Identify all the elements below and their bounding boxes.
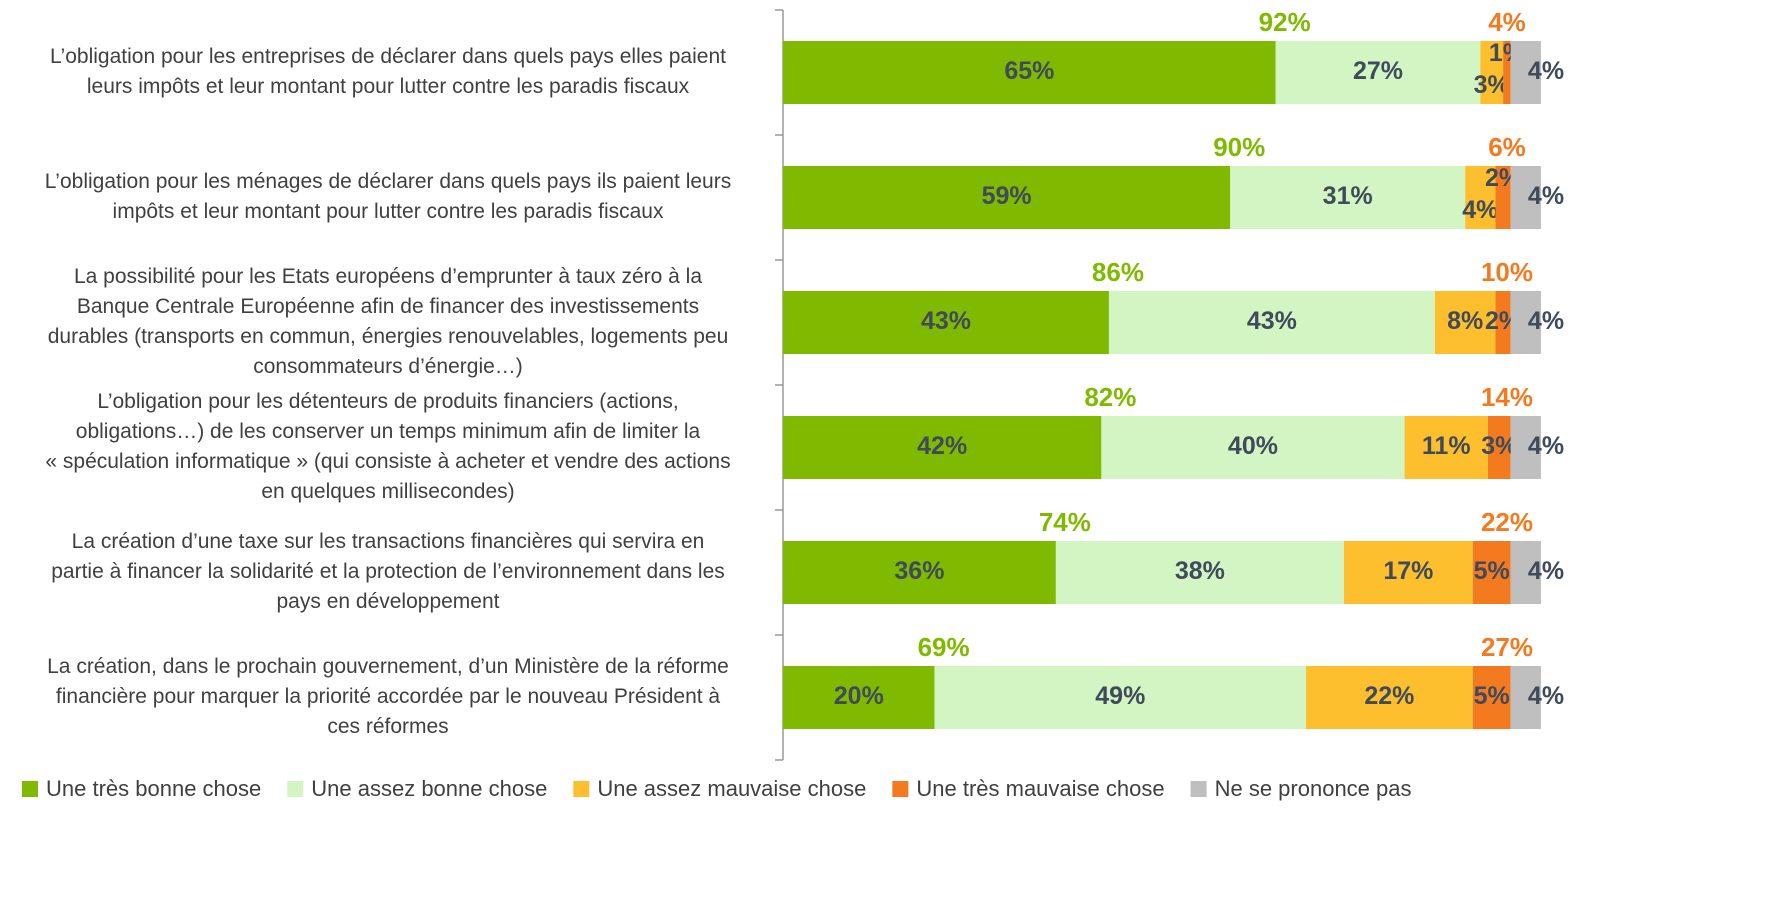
category-label: « spéculation informatique » (qui consis… <box>45 450 730 473</box>
legend-swatch <box>1190 781 1207 797</box>
total-good-label: 90% <box>1213 132 1265 162</box>
legend-swatch <box>287 781 304 797</box>
total-bad-label: 10% <box>1481 257 1533 287</box>
bar-segment <box>1510 41 1541 104</box>
bar-segment <box>1487 416 1511 479</box>
segment-label: 4% <box>1528 432 1564 460</box>
segment-label: 4% <box>1528 182 1564 210</box>
category-label: La création, dans le prochain gouverneme… <box>47 655 729 678</box>
bar-segment <box>1472 666 1511 729</box>
bar-segment <box>1306 666 1473 729</box>
segment-label: 40% <box>1228 432 1278 460</box>
segment-label: 4% <box>1528 682 1564 710</box>
bar-segment <box>1510 541 1541 604</box>
total-good-label: 74% <box>1039 507 1091 537</box>
category-label: consommateurs d’énergie…) <box>253 355 523 378</box>
bar-segment <box>1343 541 1473 604</box>
category-label: impôts et leur montant pour lutter contr… <box>113 200 664 223</box>
bar-segment <box>783 166 1231 229</box>
legend-label: Une très bonne chose <box>46 776 261 801</box>
segment-label: 5% <box>1474 682 1510 710</box>
total-bad-label: 4% <box>1488 7 1526 37</box>
total-good-label: 86% <box>1092 257 1144 287</box>
category-label: L’obligation pour les détenteurs de prod… <box>97 390 678 413</box>
segment-label: 65% <box>1004 57 1054 85</box>
bar-segment <box>783 41 1276 104</box>
category-label: partie à financer la solidarité et la pr… <box>51 560 725 583</box>
segment-label: 59% <box>982 182 1032 210</box>
segment-label: 27% <box>1353 57 1403 85</box>
bar-segment <box>783 666 935 729</box>
bar-segment <box>1465 166 1496 229</box>
segment-label: 5% <box>1474 557 1510 585</box>
legend-label: Ne se prononce pas <box>1215 776 1412 801</box>
segment-label: 31% <box>1323 182 1373 210</box>
category-label: durables (transports en commun, énergies… <box>48 325 729 348</box>
bar-segment <box>1108 291 1435 354</box>
segment-label: 42% <box>917 432 967 460</box>
bar-segment <box>1510 166 1541 229</box>
bar-segment <box>1101 416 1405 479</box>
bar-segment <box>1503 41 1511 104</box>
segment-label: 43% <box>921 307 971 335</box>
legend-swatch <box>22 781 38 797</box>
category-label: L’obligation pour les entreprises de déc… <box>50 45 726 68</box>
legend-swatch <box>892 781 909 797</box>
bar-segment <box>1510 666 1541 729</box>
total-bad-label: 6% <box>1488 132 1526 162</box>
bar-segment <box>1510 416 1541 479</box>
segment-label: 36% <box>894 557 944 585</box>
segment-label: 22% <box>1364 682 1414 710</box>
segment-label: 8% <box>1447 307 1483 335</box>
legend-label: Une très mauvaise chose <box>916 776 1164 801</box>
category-label: La possibilité pour les Etats européens … <box>74 265 702 288</box>
category-label: ces réformes <box>327 715 448 738</box>
bar-segment <box>1480 41 1504 104</box>
bar-segment <box>1275 41 1481 104</box>
segment-label: 4% <box>1528 307 1564 335</box>
segment-label: 4% <box>1528 57 1564 85</box>
segment-label: 4% <box>1462 196 1498 224</box>
segment-label: 17% <box>1383 557 1433 585</box>
category-label: obligations…) de les conserver un temps … <box>76 420 701 443</box>
segment-label: 11% <box>1422 432 1471 460</box>
total-bad-label: 14% <box>1481 382 1533 412</box>
category-label: L’obligation pour les ménages de déclare… <box>45 170 731 193</box>
bar-segment <box>1495 166 1511 229</box>
bar-segment <box>783 541 1056 604</box>
bar-segment <box>783 291 1109 354</box>
total-good-label: 82% <box>1084 382 1136 412</box>
segment-label: 43% <box>1247 307 1297 335</box>
bar-segment <box>1510 291 1541 354</box>
segment-label: 49% <box>1095 682 1145 710</box>
segment-label: 38% <box>1175 557 1225 585</box>
total-bad-label: 27% <box>1481 632 1533 662</box>
legend-swatch <box>573 781 590 797</box>
bar-segment <box>1055 541 1344 604</box>
category-label: pays en développement <box>277 590 500 613</box>
bar-segment <box>1495 291 1511 354</box>
total-bad-label: 22% <box>1481 507 1533 537</box>
category-label: leurs impôts et leur montant pour lutter… <box>87 75 690 98</box>
category-label: Banque Centrale Européenne afin de finan… <box>77 295 699 318</box>
bar-segment <box>1472 541 1511 604</box>
legend-label: Une assez mauvaise chose <box>597 776 866 801</box>
bar-segment <box>1434 291 1496 354</box>
bar-segment <box>783 416 1102 479</box>
total-good-label: 92% <box>1259 7 1311 37</box>
category-label: La création d’une taxe sur les transacti… <box>72 530 705 553</box>
bar-segment <box>934 666 1307 729</box>
segment-label: 4% <box>1528 557 1564 585</box>
total-good-label: 69% <box>918 632 970 662</box>
bar-segment <box>1404 416 1488 479</box>
segment-label: 20% <box>834 682 884 710</box>
bar-segment <box>1230 166 1466 229</box>
category-label: financière pour marquer la priorité acco… <box>56 685 721 708</box>
legend-label: Une assez bonne chose <box>311 776 547 801</box>
category-label: en quelques millisecondes) <box>261 480 514 503</box>
